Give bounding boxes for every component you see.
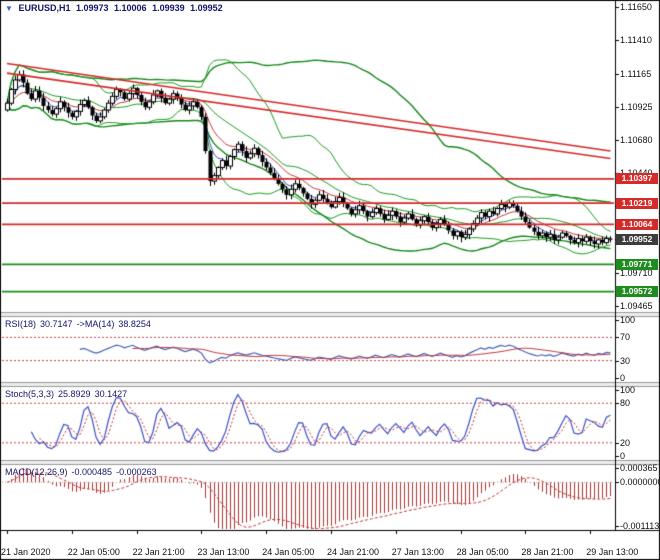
- pane-resize-handle[interactable]: [0, 382, 660, 387]
- pane-resize-handle[interactable]: [0, 460, 660, 465]
- time-axis[interactable]: [0, 531, 660, 560]
- pane-resize-handle[interactable]: [0, 312, 660, 317]
- price-axis[interactable]: [615, 0, 660, 530]
